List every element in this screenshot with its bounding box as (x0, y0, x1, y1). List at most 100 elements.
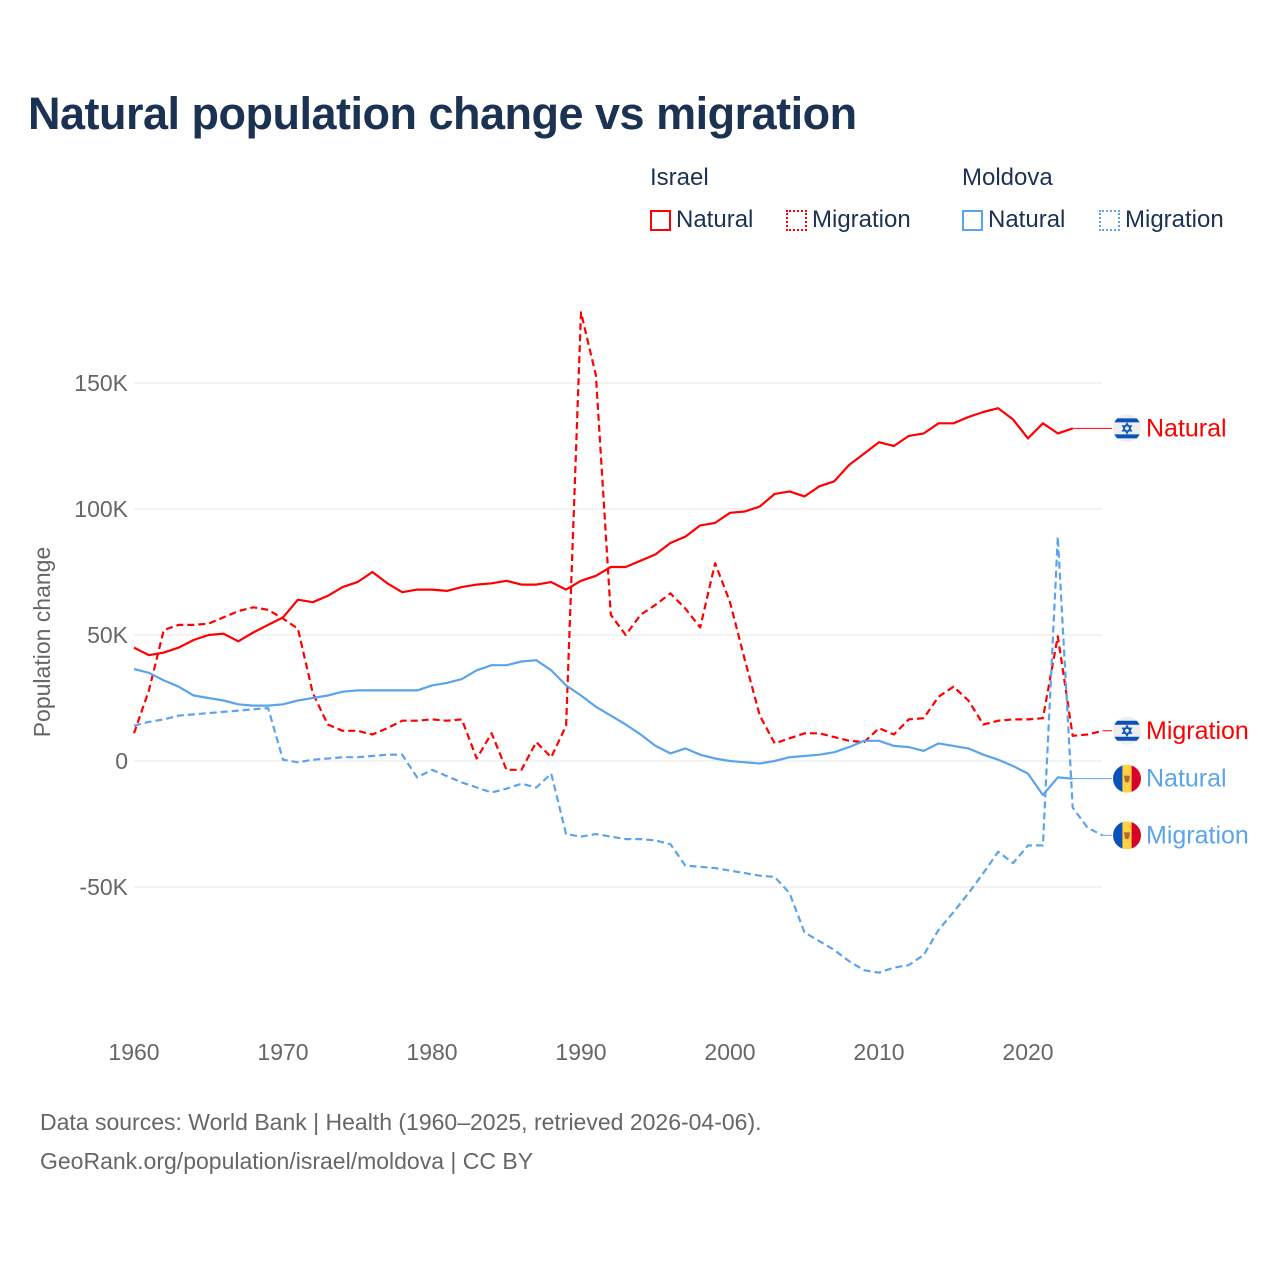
data-point[interactable] (235, 638, 241, 644)
data-point[interactable] (1070, 733, 1076, 739)
data-point[interactable] (280, 757, 286, 763)
data-point[interactable] (280, 701, 286, 707)
data-point[interactable] (429, 682, 435, 688)
data-point[interactable] (712, 520, 718, 526)
data-point[interactable] (340, 689, 346, 695)
data-point[interactable] (191, 692, 197, 698)
data-point[interactable] (921, 715, 927, 721)
data-point[interactable] (206, 710, 212, 716)
data-point[interactable] (682, 745, 688, 751)
data-point[interactable] (802, 753, 808, 759)
data-point[interactable] (742, 870, 748, 876)
data-point[interactable] (518, 658, 524, 664)
data-point[interactable] (444, 680, 450, 686)
data-point[interactable] (518, 781, 524, 787)
data-point[interactable] (1040, 842, 1046, 848)
data-point[interactable] (787, 890, 793, 896)
data-point[interactable] (533, 784, 539, 790)
data-point[interactable] (1040, 715, 1046, 721)
data-point[interactable] (831, 947, 837, 953)
data-point[interactable] (846, 738, 852, 744)
data-point[interactable] (1010, 860, 1016, 866)
data-point[interactable] (548, 771, 554, 777)
data-point[interactable] (533, 739, 539, 745)
data-point[interactable] (548, 579, 554, 585)
data-point[interactable] (310, 599, 316, 605)
data-point[interactable] (340, 754, 346, 760)
data-point[interactable] (995, 718, 1001, 724)
data-point[interactable] (474, 582, 480, 588)
data-point[interactable] (936, 694, 942, 700)
data-point[interactable] (623, 564, 629, 570)
data-point[interactable] (831, 478, 837, 484)
data-point[interactable] (250, 629, 256, 635)
data-point[interactable] (459, 584, 465, 590)
data-point[interactable] (891, 965, 897, 971)
data-point[interactable] (608, 834, 614, 840)
legend-israel-migration[interactable]: Migration (786, 206, 911, 234)
data-point[interactable] (578, 692, 584, 698)
data-point[interactable] (876, 970, 882, 976)
data-point[interactable] (697, 752, 703, 758)
data-point[interactable] (667, 841, 673, 847)
data-point[interactable] (310, 757, 316, 763)
data-point[interactable] (742, 509, 748, 515)
data-point[interactable] (548, 754, 554, 760)
data-point[interactable] (757, 761, 763, 767)
data-point[interactable] (667, 750, 673, 756)
data-point[interactable] (131, 645, 137, 651)
data-point[interactable] (712, 755, 718, 761)
data-point[interactable] (742, 759, 748, 765)
data-point[interactable] (504, 662, 510, 668)
data-point[interactable] (1055, 534, 1061, 540)
data-point[interactable] (369, 569, 375, 575)
data-point[interactable] (146, 652, 152, 658)
data-point[interactable] (325, 755, 331, 761)
data-point[interactable] (235, 608, 241, 614)
data-point[interactable] (220, 614, 226, 620)
data-point[interactable] (429, 716, 435, 722)
data-point[interactable] (802, 730, 808, 736)
data-point[interactable] (295, 698, 301, 704)
data-point[interactable] (399, 752, 405, 758)
data-point[interactable] (578, 834, 584, 840)
data-point[interactable] (861, 738, 867, 744)
data-point[interactable] (489, 580, 495, 586)
data-point[interactable] (1025, 771, 1031, 777)
data-point[interactable] (831, 734, 837, 740)
data-point[interactable] (399, 687, 405, 693)
data-point[interactable] (340, 584, 346, 590)
data-point[interactable] (593, 831, 599, 837)
data-point[interactable] (518, 767, 524, 773)
data-point[interactable] (161, 716, 167, 722)
data-point[interactable] (593, 573, 599, 579)
data-point[interactable] (816, 483, 822, 489)
data-point[interactable] (608, 713, 614, 719)
data-point[interactable] (921, 952, 927, 958)
data-point[interactable] (384, 725, 390, 731)
data-point[interactable] (593, 704, 599, 710)
data-point[interactable] (697, 522, 703, 528)
data-point[interactable] (1010, 716, 1016, 722)
data-point[interactable] (861, 451, 867, 457)
data-point[interactable] (697, 864, 703, 870)
data-point[interactable] (355, 754, 361, 760)
data-point[interactable] (459, 676, 465, 682)
data-point[interactable] (489, 662, 495, 668)
data-point[interactable] (980, 721, 986, 727)
data-point[interactable] (787, 754, 793, 760)
data-point[interactable] (563, 723, 569, 729)
data-point[interactable] (250, 706, 256, 712)
data-point[interactable] (891, 743, 897, 749)
data-point[interactable] (459, 716, 465, 722)
data-point[interactable] (474, 784, 480, 790)
data-point[interactable] (578, 309, 584, 315)
data-point[interactable] (563, 682, 569, 688)
data-point[interactable] (772, 758, 778, 764)
data-point[interactable] (816, 938, 822, 944)
data-point[interactable] (623, 721, 629, 727)
data-point[interactable] (1010, 417, 1016, 423)
data-point[interactable] (340, 728, 346, 734)
data-point[interactable] (965, 745, 971, 751)
data-point[interactable] (325, 593, 331, 599)
